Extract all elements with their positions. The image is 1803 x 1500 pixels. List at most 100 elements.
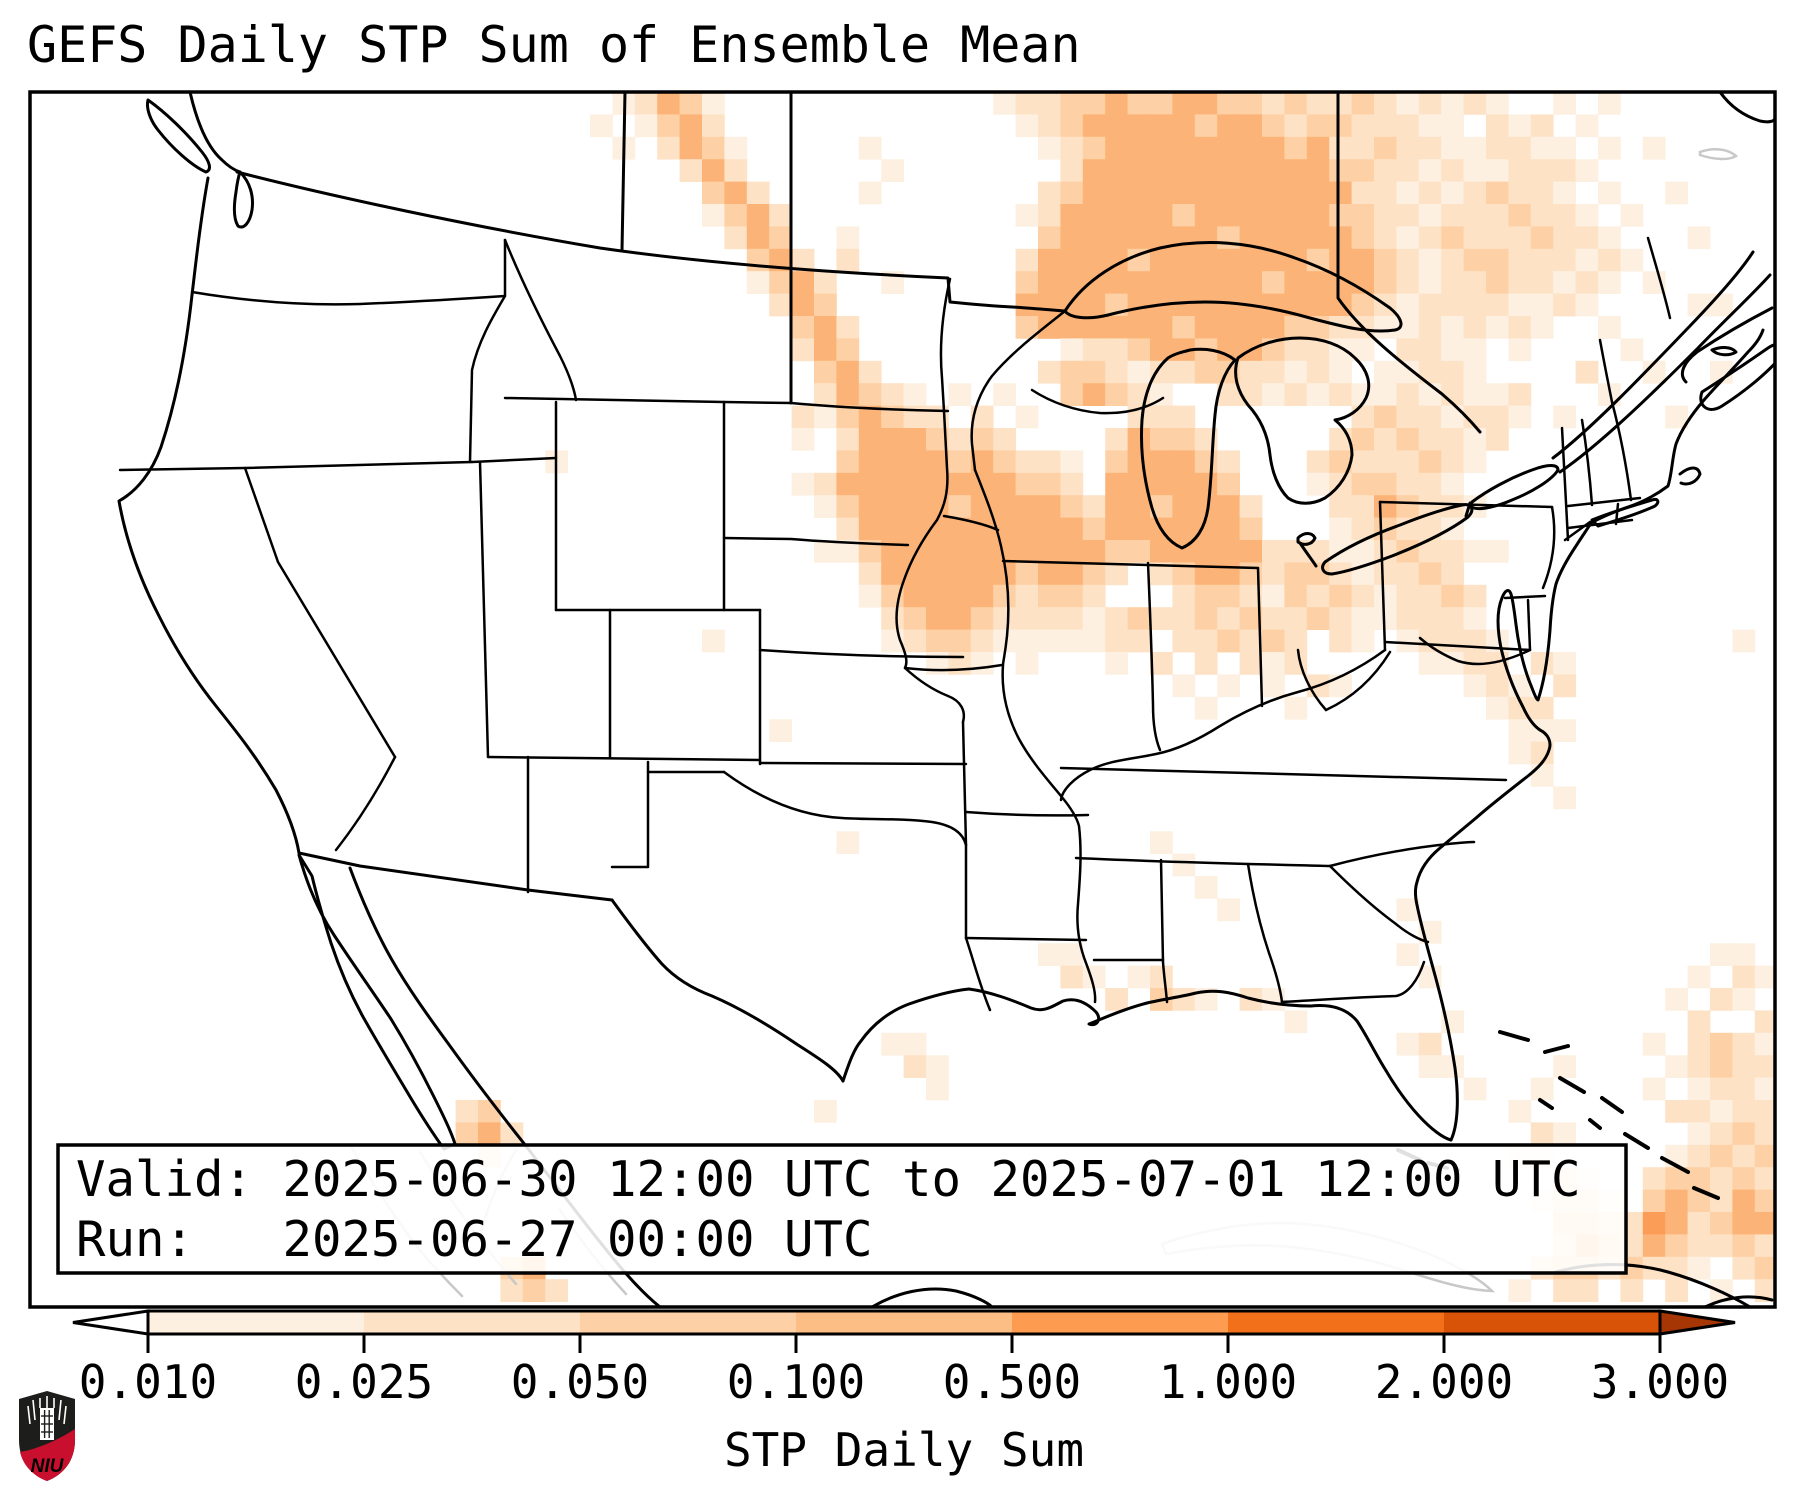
stp-cell (1127, 181, 1151, 205)
stp-cell (1396, 1032, 1420, 1056)
stp-cell (1284, 204, 1308, 227)
stp-cell (1082, 584, 1106, 608)
stp-cell (1172, 853, 1196, 877)
stp-cell (1441, 136, 1464, 160)
stp-cell (1508, 316, 1532, 339)
stp-cell (1150, 248, 1173, 272)
tick-label: 0.010 (79, 1355, 217, 1409)
stp-cell (1217, 898, 1240, 922)
stp-cell (858, 584, 882, 608)
stp-cell (836, 360, 860, 384)
stp-cell (1172, 450, 1196, 474)
stp-cell (1351, 629, 1375, 653)
stp-cell (1194, 607, 1218, 630)
stp-cell (1172, 293, 1196, 317)
stp-cell (1194, 159, 1218, 182)
stp-cell (702, 114, 725, 138)
stp-cell (1463, 405, 1487, 429)
stp-cell (1105, 652, 1128, 675)
stp-cell (1553, 786, 1576, 810)
stp-cell (993, 607, 1016, 630)
stp-cell (1217, 629, 1240, 653)
stp-cell (1194, 271, 1218, 294)
stp-cell (1329, 114, 1352, 138)
stp-cell (1239, 540, 1263, 563)
stp-cell (1105, 316, 1128, 339)
stp-cell (1194, 360, 1218, 384)
stp-cell (1687, 1055, 1711, 1078)
stp-cell (1665, 988, 1688, 1011)
stp-cell (1239, 204, 1263, 227)
stp-cell (1150, 92, 1173, 115)
lake-erie (1321, 503, 1474, 576)
niu-red-band (20, 1429, 75, 1481)
stp-cell (1374, 472, 1397, 496)
stp-cell (1642, 1167, 1666, 1190)
stp-cell (1194, 92, 1218, 115)
stp-cell (1150, 472, 1173, 496)
stp-cell (1463, 92, 1487, 115)
stp-cell (1194, 226, 1218, 250)
stp-cell (1060, 136, 1084, 160)
stp-cell (1038, 607, 1061, 630)
stp-cell (1732, 1234, 1756, 1258)
stp-cell (1508, 338, 1532, 362)
stp-cell (1060, 584, 1084, 608)
stp-cell (1239, 271, 1263, 294)
stp-cell (881, 472, 904, 496)
stp-cell (1329, 204, 1352, 227)
stp-cell (1239, 316, 1263, 339)
stp-cell (1530, 764, 1554, 787)
stp-cell (970, 584, 994, 608)
stp-cell (1172, 562, 1196, 586)
stp-cell (1306, 584, 1330, 608)
stp-cell (1665, 1167, 1688, 1190)
stp-cell (702, 629, 725, 653)
stp-cell (1217, 450, 1240, 474)
stp-cell (1194, 988, 1218, 1011)
stp-cell (746, 204, 770, 227)
stp-cell (948, 584, 972, 608)
stp-cell (1105, 517, 1128, 541)
stp-cell (1306, 607, 1330, 630)
stp-cell (970, 629, 994, 653)
stp-cell (1239, 629, 1263, 653)
stp-cell (1732, 1100, 1756, 1123)
stp-cell (1306, 271, 1330, 294)
stp-cell (926, 495, 949, 518)
stp-cell (1687, 1234, 1711, 1258)
stp-cell (1150, 226, 1173, 250)
stp-cell (1284, 114, 1308, 138)
stp-cell (1082, 629, 1106, 653)
stp-cell (1754, 1234, 1775, 1258)
puget-sound (232, 170, 254, 229)
stp-cell (1150, 136, 1173, 160)
stp-cell (1082, 248, 1106, 272)
stp-cell (1262, 293, 1285, 317)
stp-cell (1284, 584, 1308, 608)
stp-cell (455, 1122, 479, 1146)
stp-cell (1127, 965, 1151, 989)
stp-cell (1441, 114, 1464, 138)
stp-cell (814, 540, 837, 563)
stp-cell (1463, 1077, 1487, 1101)
stp-cell (1150, 316, 1173, 339)
stp-cell (1239, 383, 1263, 406)
stp-cell (1351, 226, 1375, 250)
stp-cell (1172, 92, 1196, 115)
lake-superior (1063, 241, 1403, 333)
stp-cell (1329, 338, 1352, 362)
stp-cell (1239, 181, 1263, 205)
stp-cell (993, 428, 1016, 451)
stp-cell (1262, 652, 1285, 675)
stp-cell (1374, 360, 1397, 384)
stp-cell (1575, 226, 1599, 250)
stp-cell (1575, 248, 1599, 272)
stp-cell (1038, 360, 1061, 384)
stp-cell (903, 450, 927, 474)
stp-cell (1262, 159, 1285, 182)
stp-cell (1172, 181, 1196, 205)
stp-cell (903, 540, 927, 563)
stp-cell (970, 450, 994, 474)
stp-cell (1329, 360, 1352, 384)
